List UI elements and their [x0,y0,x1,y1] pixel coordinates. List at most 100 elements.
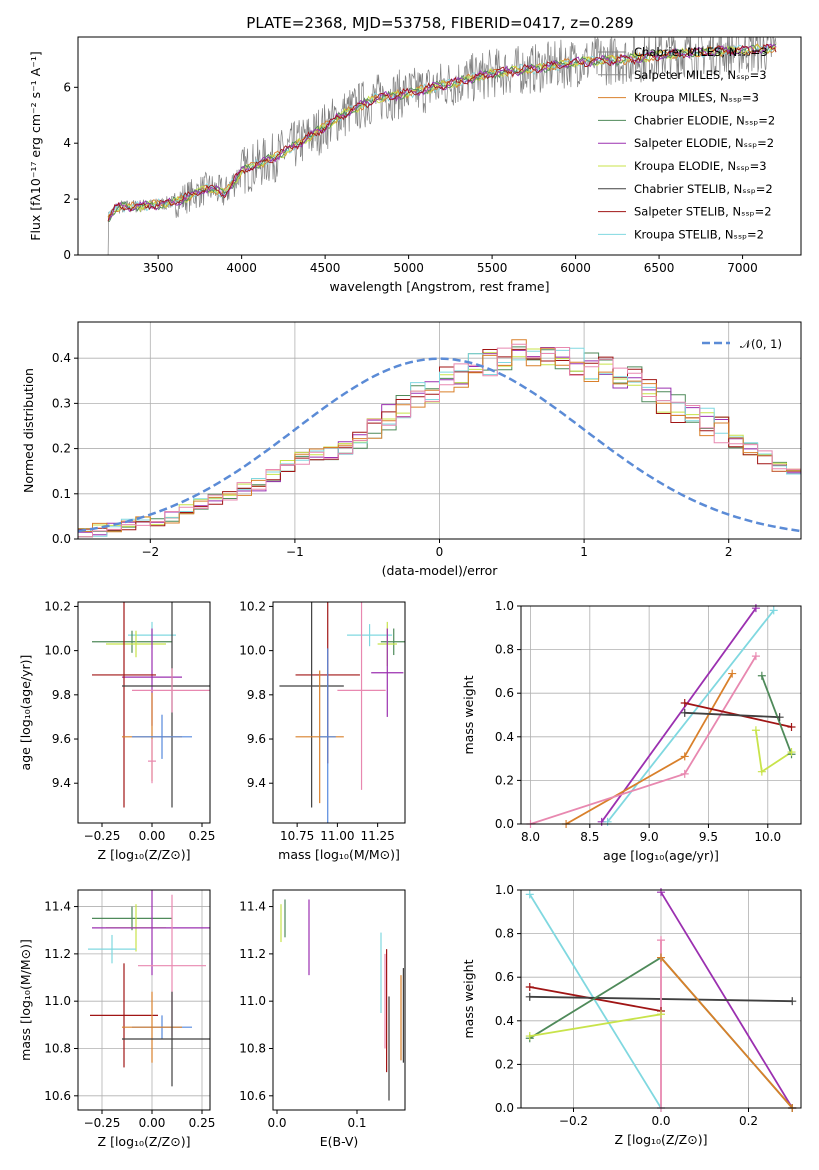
legend-entry: Salpeter STELIB, Nₛₛₚ=2 [634,205,772,219]
x-tick-label: −1 [286,545,304,559]
y-tick-label: 9.8 [52,688,71,702]
plus-marker [657,888,665,897]
plot-area-7 [521,890,801,1108]
x-tick-label: 0.0 [651,1114,670,1128]
y-tick-label: 10.2 [239,599,266,613]
y-tick-label: 9.6 [247,732,266,746]
y-axis-label: mass [log₁₀(M/M⊙)] [18,939,33,1061]
plus-marker [728,669,737,678]
chart-title: PLATE=2368, MJD=53758, FIBERID=0417, z=0… [246,14,633,32]
plot-area-4 [521,606,801,824]
plot-area-1 [78,322,801,539]
plus-marker [657,953,665,962]
y-tick-label: 11.0 [44,994,71,1008]
mass-weight-line-kroupa_miles [660,957,793,1108]
x-tick-label: 9.0 [640,830,659,844]
y-tick-label: 10.0 [239,644,266,658]
plus-marker [769,606,778,615]
hist-step-salpeter_stelib [78,348,801,531]
plus-marker [757,767,766,776]
plus-marker [525,890,534,899]
axes-frame [77,36,802,256]
x-tick-label: 2 [725,545,733,559]
y-tick-label: 4 [63,136,71,150]
hist-step-salpeter_elodie [78,347,801,536]
plus-marker [680,708,689,717]
plus-marker [787,722,796,731]
x-tick-label: −0.2 [559,1114,588,1128]
x-tick-label: 0.2 [739,1114,758,1128]
axes-frame [272,889,406,1111]
plus-marker [680,699,689,708]
spectrum-data [107,37,777,255]
y-tick-label: 0 [63,248,71,262]
y-tick-label: 10.0 [44,644,71,658]
legend-entry: Chabrier STELIB, Nₛₛₚ=2 [634,182,773,196]
legend-entry: Kroupa ELODIE, Nₛₛₚ=3 [634,159,767,173]
x-axis-label: (data-model)/error [382,563,499,578]
x-tick-label: −0.25 [84,829,121,843]
y-tick-label: 0.1 [52,487,71,501]
y-tick-label: 10.6 [44,1089,71,1103]
x-axis-label: E(B-V) [320,1134,359,1149]
plus-marker [775,713,784,722]
x-tick-label: 6500 [644,261,675,275]
plus-marker [657,1010,665,1019]
y-tick-label: 0.8 [495,927,514,941]
y-tick-label: 11.2 [44,947,71,961]
x-tick-label: 10.75 [280,829,314,843]
mass-weight-line-salpeter_stelib [529,986,662,1012]
axes-frame [77,321,802,540]
mass-weight-line-kroupa_elodie [529,1013,662,1037]
mass-weight-line-pink [530,655,757,824]
y-tick-label: 9.4 [247,776,266,790]
y-tick-label: 0.6 [495,970,514,984]
y-tick-label: 9.8 [247,688,266,702]
hist-step-kroupa_elodie [78,348,801,530]
legend-entry: Kroupa STELIB, Nₛₛₚ=2 [634,227,764,241]
legend-entry: Chabrier MILES, Nₛₛₚ=3 [634,45,768,59]
y-tick-label: 9.6 [52,732,71,746]
x-tick-label: −2 [141,545,159,559]
x-tick-label: 5500 [477,261,508,275]
y-tick-label: 10.6 [239,1089,266,1103]
hist-step-kroupa_stelib [78,347,801,537]
x-tick-label: 0.25 [189,829,216,843]
y-axis-label: Normed distribution [21,368,36,493]
mass-weight-line-kroupa_stelib [606,609,775,823]
plot-area-0 [107,37,777,255]
y-tick-label: 0.0 [495,1101,514,1115]
x-tick-label: 9.5 [699,830,718,844]
mass-weight-line-chabrier_elodie [760,675,793,755]
plus-marker [680,752,689,761]
x-axis-label: Z [log₁₀(Z/Z⊙)] [98,1134,191,1149]
y-tick-label: 2 [63,192,71,206]
plus-marker [657,936,665,945]
y-tick-label: 0.8 [495,643,514,657]
mass-weight-line-kroupa_stelib [529,893,662,1108]
axes-frame [520,605,802,825]
y-tick-label: 0.2 [495,1057,514,1071]
y-tick-label: 1.0 [495,883,514,897]
x-axis-label: Z [log₁₀(Z/Z⊙)] [615,1132,708,1147]
y-tick-label: 10.8 [239,1041,266,1055]
plus-marker [788,997,797,1006]
hist-step-chabrier_elodie [78,346,801,538]
x-tick-label: 1 [580,545,588,559]
y-tick-label: 0.2 [52,442,71,456]
x-tick-label: 8.5 [580,830,599,844]
y-tick-label: 1.0 [495,599,514,613]
legend-entry: Salpeter MILES, Nₛₛₚ=3 [634,68,767,82]
plot-area-6 [280,899,404,1101]
y-tick-label: 11.0 [239,994,266,1008]
axes-frame [77,601,211,824]
x-tick-label: 7000 [727,261,758,275]
x-tick-label: 0.00 [139,1116,166,1130]
y-tick-label: 11.4 [239,900,266,914]
x-tick-label: 4000 [226,261,257,275]
y-tick-label: 0.2 [495,773,514,787]
x-tick-label: 6000 [560,261,591,275]
y-tick-label: 0.0 [52,532,71,546]
plus-marker [751,726,760,735]
x-tick-label: 0.00 [139,829,166,843]
